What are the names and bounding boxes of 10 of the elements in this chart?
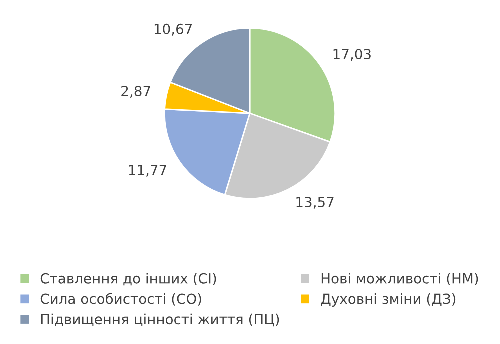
legend-label: Підвищення цінності життя (ПЦ)	[41, 314, 280, 327]
legend-label: Ставлення до інших (СІ)	[40, 273, 216, 286]
legend-label: Нові можливості (НМ)	[322, 273, 478, 286]
data-label: 11,77	[129, 165, 166, 177]
legend-label: Сила особистості (СО)	[40, 293, 202, 306]
data-label: 13,57	[296, 197, 334, 209]
legend-label: Духовні зміни (ДЗ)	[321, 294, 456, 307]
data-label: 10,67	[154, 24, 192, 36]
data-label: 2,87	[122, 86, 150, 98]
data-label: 17,03	[334, 49, 371, 61]
